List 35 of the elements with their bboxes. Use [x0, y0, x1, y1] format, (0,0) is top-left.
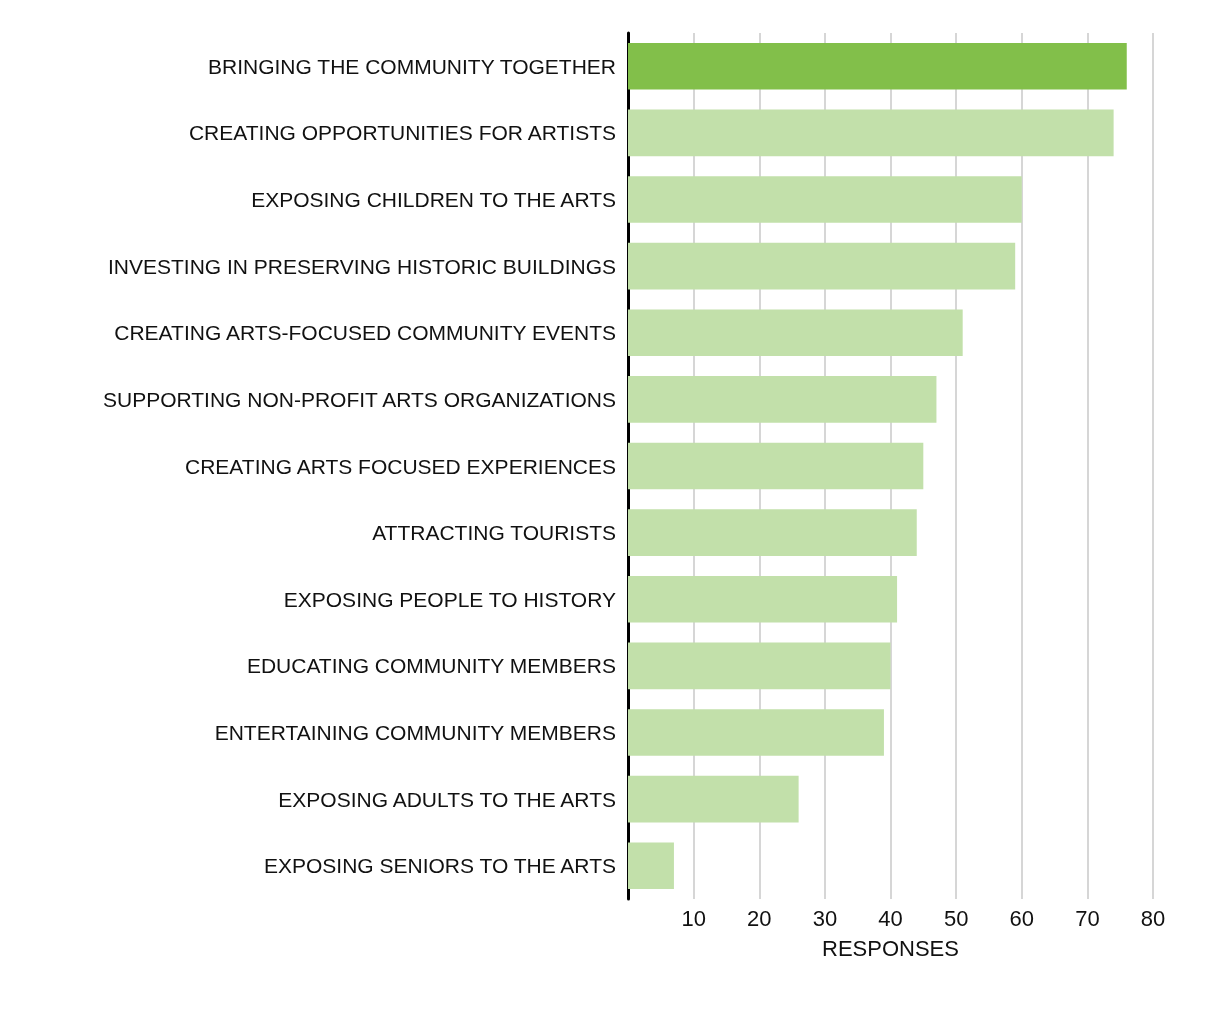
- bar: [628, 242, 1016, 290]
- bar: [628, 775, 799, 823]
- x-axis-title: RESPONSES: [822, 935, 959, 961]
- bar: [628, 709, 884, 756]
- y-tick-label: CREATING OPPORTUNITIES FOR ARTISTS: [188, 121, 616, 145]
- y-tick-label: SUPPORTING NON-PROFIT ARTS ORGANIZATIONS: [102, 387, 616, 411]
- x-tick-label: 70: [1075, 905, 1100, 931]
- x-tick-label: 30: [812, 905, 838, 931]
- y-tick-label: ATTRACTING TOURISTS: [372, 521, 616, 545]
- y-tick-label: EXPOSING PEOPLE TO HISTORY: [283, 587, 616, 611]
- y-tick-label: BRINGING THE COMMUNITY TOGETHER: [208, 54, 616, 78]
- bar: [628, 575, 898, 623]
- y-tick-label: CREATING ARTS FOCUSED EXPERIENCES: [185, 454, 616, 478]
- bar: [628, 376, 937, 423]
- x-tick-label: 50: [943, 905, 969, 931]
- bar: [628, 842, 674, 890]
- x-tick-label: 40: [878, 905, 903, 931]
- bar: [628, 42, 1127, 90]
- y-tick-label: EXPOSING SENIORS TO THE ARTS: [263, 854, 616, 878]
- y-tick-label: EXPOSING CHILDREN TO THE ARTS: [251, 188, 616, 212]
- x-tick-label: 10: [681, 905, 706, 931]
- bar: [628, 442, 924, 490]
- y-tick-label: EXPOSING ADULTS TO THE ARTS: [278, 787, 616, 811]
- y-tick-label: INVESTING IN PRESERVING HISTORIC BUILDINGS: [108, 254, 616, 278]
- bar: [628, 642, 891, 690]
- bar: [628, 309, 963, 357]
- bar: [628, 176, 1022, 223]
- y-tick-label: EDUCATING COMMUNITY MEMBERS: [246, 654, 616, 678]
- x-tick-label: 60: [1009, 905, 1034, 931]
- x-tick-label: 80: [1140, 905, 1166, 931]
- bar: [628, 109, 1114, 157]
- y-tick-label: CREATING ARTS-FOCUSED COMMUNITY EVENTS: [114, 321, 616, 345]
- bar: [628, 509, 917, 556]
- y-tick-label: ENTERTAINING COMMUNITY MEMBERS: [214, 720, 616, 744]
- x-tick-label: 20: [747, 905, 772, 931]
